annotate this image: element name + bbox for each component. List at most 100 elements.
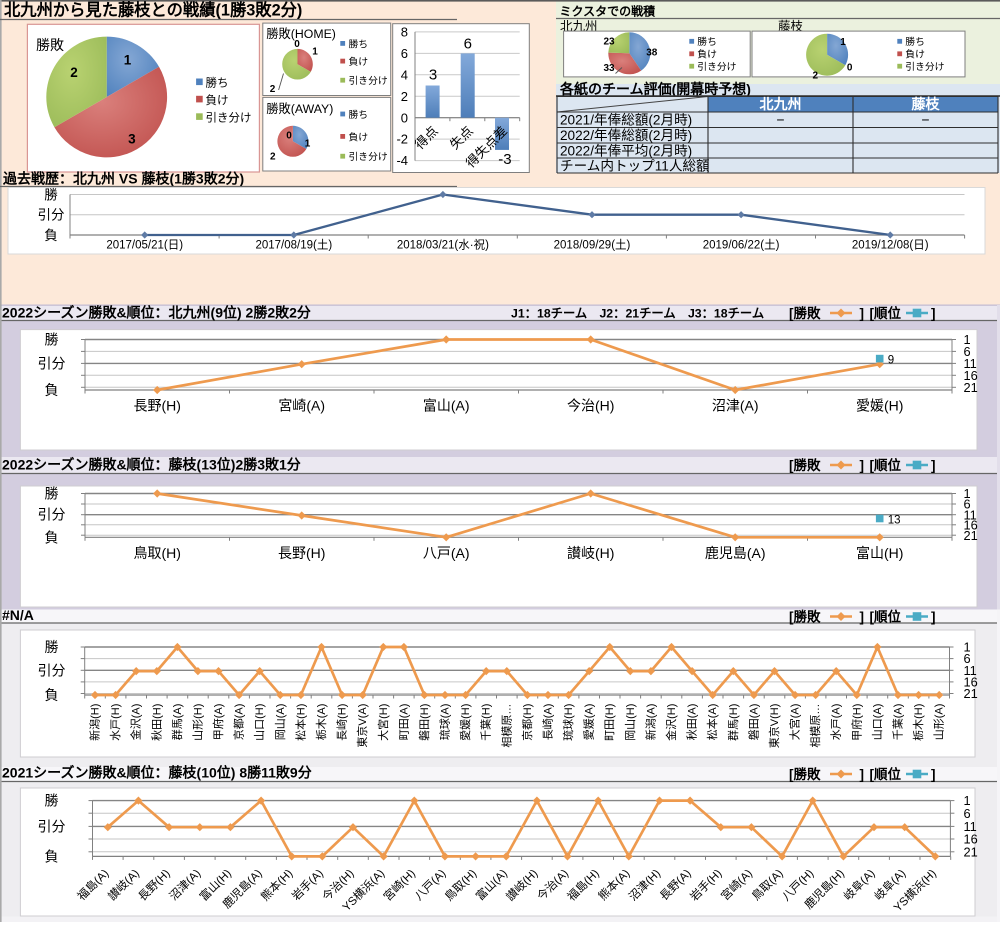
svg-text:各紙のチーム評価(開幕時予想): 各紙のチーム評価(開幕時予想) xyxy=(559,81,751,97)
svg-text:山口(A): 山口(A) xyxy=(871,704,884,741)
svg-text:16: 16 xyxy=(964,517,978,532)
svg-text:]: ] xyxy=(860,609,865,624)
svg-text:-4: -4 xyxy=(396,153,408,168)
svg-text:長野(H): 長野(H) xyxy=(133,398,180,414)
svg-text:勝敗: 勝敗 xyxy=(36,37,64,53)
svg-text:今治(H): 今治(H) xyxy=(567,398,614,414)
svg-text:6: 6 xyxy=(964,806,971,821)
svg-text:勝ち: 勝ち xyxy=(349,108,369,121)
svg-text:2: 2 xyxy=(813,70,819,81)
svg-text:磐田(A): 磐田(A) xyxy=(746,704,760,741)
svg-text:宮崎(A): 宮崎(A) xyxy=(278,398,325,414)
svg-text:2017/05/21(日): 2017/05/21(日) xyxy=(106,240,183,252)
svg-text:長野(H): 長野(H) xyxy=(278,545,325,561)
svg-text:水戸(A): 水戸(A) xyxy=(830,704,843,741)
svg-text:0: 0 xyxy=(294,39,300,50)
svg-text:勝敗(HOME): 勝敗(HOME) xyxy=(266,26,336,41)
svg-text:21: 21 xyxy=(964,844,978,859)
svg-text:金沢(H): 金沢(H) xyxy=(664,704,678,741)
svg-text:松本(H): 松本(H) xyxy=(293,704,307,741)
svg-text:]: ] xyxy=(860,306,865,321)
svg-text:愛媛(A): 愛媛(A) xyxy=(582,704,596,741)
svg-text:−: − xyxy=(776,112,784,128)
svg-text:6: 6 xyxy=(964,651,971,666)
svg-text:2022シーズン勝敗&順位：北九州(9位) 2勝2敗2分: 2022シーズン勝敗&順位：北九州(9位) 2勝2敗2分 xyxy=(2,305,311,321)
svg-text:栃木(H): 栃木(H) xyxy=(911,704,925,741)
svg-text:16: 16 xyxy=(964,368,978,383)
svg-text:2022/年俸総額(2月時): 2022/年俸総額(2月時) xyxy=(560,128,692,143)
svg-text:-3: -3 xyxy=(498,151,511,168)
svg-text:2: 2 xyxy=(401,89,408,104)
svg-text:3: 3 xyxy=(128,131,136,146)
svg-text:負け: 負け xyxy=(349,56,369,68)
svg-text:2: 2 xyxy=(270,152,276,163)
svg-text:八戸(A): 八戸(A) xyxy=(423,545,470,561)
svg-text:1: 1 xyxy=(305,138,311,149)
svg-text:-2: -2 xyxy=(396,132,408,147)
svg-text:#N/A: #N/A xyxy=(2,607,34,623)
svg-text:新潟(A): 新潟(A) xyxy=(643,704,657,741)
svg-text:]: ] xyxy=(931,458,936,473)
svg-text:磐田(H): 磐田(H) xyxy=(417,704,431,741)
svg-text:岡山(A): 岡山(A) xyxy=(274,704,287,741)
svg-text:松本(A): 松本(A) xyxy=(705,704,719,741)
svg-text:負け: 負け xyxy=(206,94,229,107)
svg-text:2017/08/19(土): 2017/08/19(土) xyxy=(255,239,332,252)
svg-text:21: 21 xyxy=(964,380,978,395)
svg-text:勝: 勝 xyxy=(44,188,58,203)
svg-text:[勝敗: [勝敗 xyxy=(789,608,821,624)
svg-text:11: 11 xyxy=(964,356,977,371)
svg-text:負け: 負け xyxy=(349,131,369,143)
svg-text:1: 1 xyxy=(840,37,846,48)
svg-text:長崎(H): 長崎(H) xyxy=(335,704,349,741)
svg-text:[順位: [順位 xyxy=(870,608,902,624)
svg-text:]: ] xyxy=(931,609,936,624)
svg-text:金沢(A): 金沢(A) xyxy=(129,704,143,741)
svg-text:[順位: [順位 xyxy=(870,766,902,782)
svg-text:讃岐(H): 讃岐(H) xyxy=(567,545,614,561)
svg-text:引き分け: 引き分け xyxy=(206,110,252,124)
svg-text:2018/09/29(土): 2018/09/29(土) xyxy=(554,239,631,252)
svg-text:38: 38 xyxy=(646,47,658,58)
svg-text:栃木(A): 栃木(A) xyxy=(314,704,328,741)
svg-text:33: 33 xyxy=(603,63,615,74)
svg-text:引分: 引分 xyxy=(38,818,66,834)
svg-text:甲府(H): 甲府(H) xyxy=(849,704,863,741)
svg-text:勝: 勝 xyxy=(45,486,59,502)
svg-text:]: ] xyxy=(860,458,865,473)
svg-text:群馬(A): 群馬(A) xyxy=(170,704,184,741)
svg-text:町田(H): 町田(H) xyxy=(604,704,616,741)
svg-text:沼津(A): 沼津(A) xyxy=(712,398,759,414)
svg-text:勝ち: 勝ち xyxy=(349,37,369,50)
svg-text:1: 1 xyxy=(124,53,132,68)
svg-text:21: 21 xyxy=(964,686,978,701)
svg-text:引き分け: 引き分け xyxy=(697,61,736,73)
svg-text:6: 6 xyxy=(964,497,971,512)
svg-text:ミクスタでの戦積: ミクスタでの戦積 xyxy=(560,4,657,19)
svg-text:北九州: 北九州 xyxy=(560,20,598,34)
svg-text:山形(A): 山形(A) xyxy=(933,704,946,741)
svg-text:2019/06/22(土): 2019/06/22(土) xyxy=(703,239,780,252)
svg-text:2022シーズン勝敗&順位：藤枝(13位)2勝3敗1分: 2022シーズン勝敗&順位：藤枝(13位)2勝3敗1分 xyxy=(2,457,301,473)
svg-text:愛媛(H): 愛媛(H) xyxy=(458,704,472,741)
svg-text:秋田(A): 秋田(A) xyxy=(685,704,699,741)
svg-text:藤枝: 藤枝 xyxy=(778,19,804,34)
svg-text:富山(H): 富山(H) xyxy=(856,545,903,561)
svg-text:引分: 引分 xyxy=(38,208,65,223)
svg-text:引分: 引分 xyxy=(38,355,66,371)
svg-text:鳥取(H): 鳥取(H) xyxy=(133,545,180,561)
svg-text:引き分け: 引き分け xyxy=(349,151,388,163)
svg-text:北九州から見た藤枝との戦績(1勝3敗2分): 北九州から見た藤枝との戦績(1勝3敗2分) xyxy=(4,1,302,20)
svg-text:11: 11 xyxy=(964,819,977,834)
svg-text:負: 負 xyxy=(45,687,59,703)
svg-text:京都(H): 京都(H) xyxy=(520,704,534,741)
svg-text:町田(A): 町田(A) xyxy=(398,704,410,741)
svg-text:勝ち: 勝ち xyxy=(905,35,925,48)
svg-text:0: 0 xyxy=(401,110,408,125)
svg-text:東京V(H): 東京V(H) xyxy=(767,704,781,749)
svg-text:13: 13 xyxy=(888,515,901,527)
svg-text:8: 8 xyxy=(401,25,408,40)
svg-text:引分: 引分 xyxy=(38,662,66,678)
svg-text:0: 0 xyxy=(286,130,292,141)
svg-text:6: 6 xyxy=(964,344,971,359)
